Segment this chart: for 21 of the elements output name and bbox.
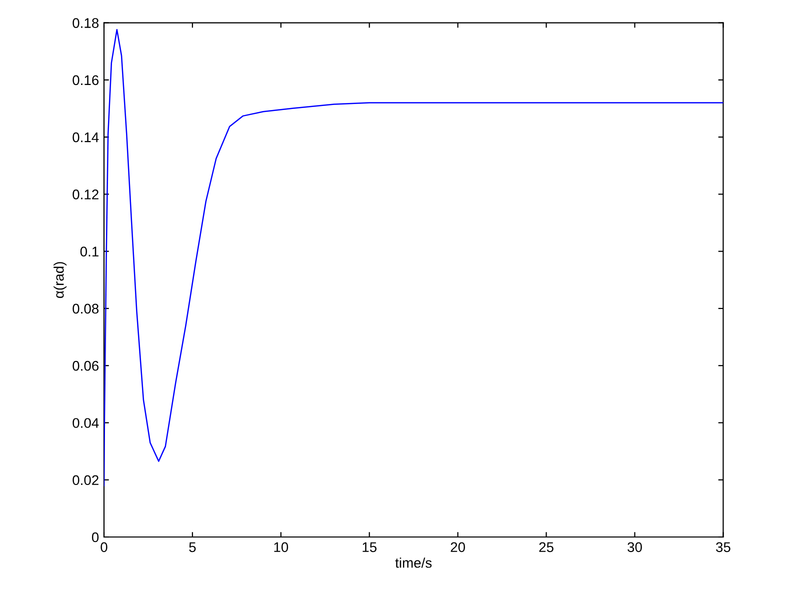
y-tick-label: 0: [92, 532, 99, 542]
y-tick-label: 0.06: [72, 360, 99, 371]
y-tick-label: 0.04: [72, 418, 99, 428]
y-tick-label: 0.08: [72, 304, 99, 314]
y-tick-label: 0.12: [72, 190, 98, 200]
y-tick-label: 0.16: [72, 75, 99, 86]
x-tick-label: 5: [189, 542, 196, 552]
x-tick-label: 30: [628, 542, 642, 552]
x-tick-label: 10: [274, 542, 288, 552]
x-tick-label: 25: [539, 542, 554, 552]
x-tick-label: 15: [362, 542, 377, 552]
x-tick-label: 35: [716, 542, 730, 552]
y-tick-label: 0.02: [72, 475, 98, 486]
x-axis-title: time/s: [395, 558, 432, 568]
y-tick-label: 0.18: [72, 18, 99, 28]
y-tick-label: 0.14: [72, 132, 99, 142]
x-tick-label: 20: [450, 542, 466, 552]
y-tick-label: 0.1: [80, 246, 98, 257]
line-series: [104, 29, 724, 486]
x-tick-label: 0: [100, 542, 108, 552]
y-axis-title: α(rad): [54, 262, 67, 298]
